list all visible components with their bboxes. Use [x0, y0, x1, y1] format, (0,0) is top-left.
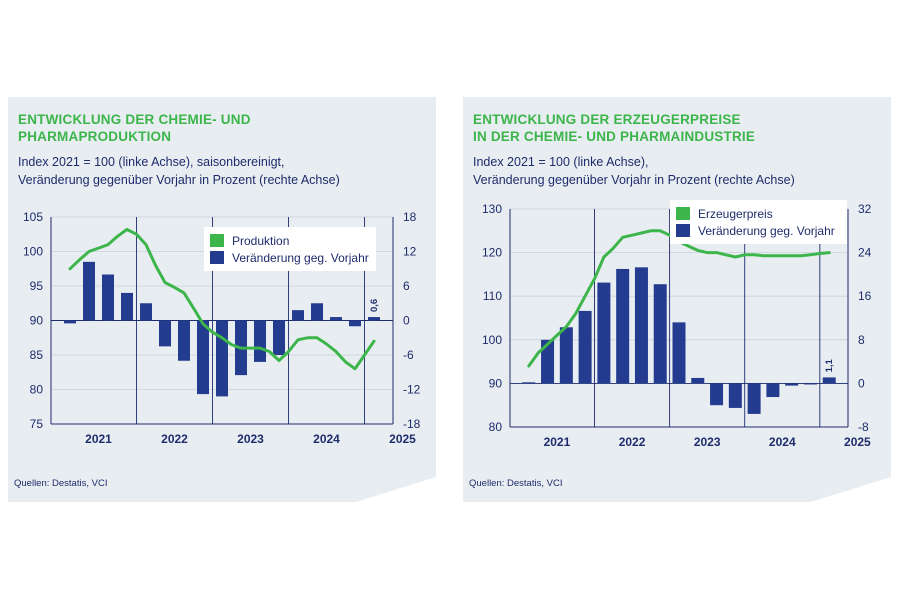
- bar: [64, 320, 76, 324]
- source-note: Quellen: Destatis, VCI: [469, 478, 563, 489]
- bar: [311, 303, 323, 321]
- bar: [672, 322, 686, 384]
- production-chart: 75 80 85 90 95 100 105 -18 -12 -6 0 6 12 18 2021 2022 20…: [23, 210, 421, 446]
- chart-title: ENTWICKLUNG DER CHEMIE- UND PHARMAPRODUK…: [18, 112, 251, 144]
- left-tick-label: 90: [30, 314, 44, 328]
- legend-swatch-line: [210, 234, 224, 247]
- bar: [349, 320, 361, 327]
- producer-price-chart: 80 90 100 110 120 130 -8 0 8 16 24 32 2021 2022 2023 20…: [482, 200, 872, 449]
- bar: [728, 383, 742, 408]
- x-tick-label: 2022: [161, 432, 188, 446]
- legend-label: Erzeugerpreis: [698, 207, 773, 221]
- production-chart-panel: ENTWICKLUNG DER CHEMIE- UND PHARMAPRODUK…: [8, 97, 436, 502]
- right-tick-label: -18: [403, 417, 421, 431]
- bar: [330, 317, 342, 321]
- corner-cut: [811, 477, 891, 502]
- bar: [121, 292, 133, 321]
- left-tick-label: 80: [489, 420, 503, 434]
- left-tick-label: 110: [483, 289, 502, 303]
- data-label: 0,6: [369, 299, 380, 312]
- right-tick-label: 0: [858, 376, 865, 390]
- bar: [691, 377, 705, 384]
- data-label: 1,1: [824, 358, 835, 372]
- legend-box: [204, 227, 376, 271]
- left-tick-label: 75: [30, 417, 44, 431]
- right-tick-label: 16: [858, 289, 872, 303]
- bar: [254, 320, 266, 362]
- left-tick-label: 80: [30, 383, 44, 397]
- left-tick-label: 100: [23, 245, 43, 259]
- bar: [803, 383, 817, 385]
- x-tick-label: 2024: [769, 435, 796, 449]
- bar: [102, 274, 114, 321]
- left-tick-label: 120: [482, 246, 502, 260]
- x-tick-label: 2021: [544, 435, 571, 449]
- bar: [541, 339, 555, 384]
- bar: [747, 383, 761, 414]
- x-tick-label: 2025: [844, 435, 871, 449]
- producer-price-chart-panel: ENTWICKLUNG DER ERZEUGERPREISE IN DER CH…: [463, 97, 891, 502]
- corner-cut: [356, 477, 436, 502]
- legend-box: [670, 200, 847, 244]
- left-tick-label: 95: [30, 279, 44, 293]
- legend-swatch-bar: [210, 251, 224, 264]
- source-note: Quellen: Destatis, VCI: [14, 478, 108, 489]
- right-tick-label: -12: [403, 383, 421, 397]
- bar: [578, 310, 592, 384]
- legend-label: Veränderung geg. Vorjahr: [232, 251, 369, 265]
- legend-label: Produktion: [232, 234, 289, 248]
- x-tick-label: 2025: [389, 432, 416, 446]
- legend-swatch-bar: [676, 224, 690, 237]
- bar: [710, 383, 724, 406]
- chart-subtitle: Index 2021 = 100 (linke Achse), Veränder…: [473, 155, 795, 187]
- bar: [83, 261, 95, 321]
- bar: [159, 320, 171, 347]
- right-tick-label: 18: [403, 210, 417, 224]
- bar: [559, 327, 573, 384]
- bar: [822, 377, 836, 384]
- bar: [597, 282, 611, 384]
- x-tick-label: 2023: [237, 432, 264, 446]
- chart-subtitle: Index 2021 = 100 (linke Achse), saisonbe…: [18, 155, 340, 187]
- x-tick-label: 2023: [694, 435, 721, 449]
- bar: [216, 320, 228, 397]
- legend-label: Veränderung geg. Vorjahr: [698, 224, 835, 238]
- bar: [616, 268, 630, 384]
- left-tick-label: 130: [482, 202, 502, 216]
- right-tick-label: 24: [858, 246, 872, 260]
- right-tick-label: 12: [403, 245, 417, 259]
- right-tick-label: -8: [858, 420, 869, 434]
- bar: [634, 267, 648, 384]
- bar: [140, 303, 152, 321]
- right-tick-label: 0: [403, 314, 410, 328]
- bar: [273, 320, 285, 355]
- x-tick-label: 2021: [85, 432, 112, 446]
- left-tick-label: 105: [23, 210, 43, 224]
- right-tick-label: 8: [858, 333, 865, 347]
- chart-title: ENTWICKLUNG DER ERZEUGERPREISE IN DER CH…: [473, 112, 756, 144]
- bar: [785, 383, 799, 386]
- right-tick-label: 6: [403, 279, 410, 293]
- bar: [178, 320, 190, 361]
- x-tick-label: 2024: [313, 432, 340, 446]
- bar: [197, 320, 209, 395]
- bar: [292, 310, 304, 321]
- right-tick-label: 32: [858, 202, 872, 216]
- x-tick-label: 2022: [619, 435, 646, 449]
- bar: [653, 284, 667, 384]
- bar: [522, 382, 536, 384]
- left-tick-label: 90: [489, 376, 503, 390]
- bar: [766, 383, 780, 398]
- left-tick-label: 100: [482, 333, 502, 347]
- right-tick-label: -6: [403, 348, 414, 362]
- line-series: [68, 227, 376, 371]
- legend-swatch-line: [676, 207, 690, 220]
- bar: [368, 317, 380, 321]
- left-tick-label: 85: [30, 348, 44, 362]
